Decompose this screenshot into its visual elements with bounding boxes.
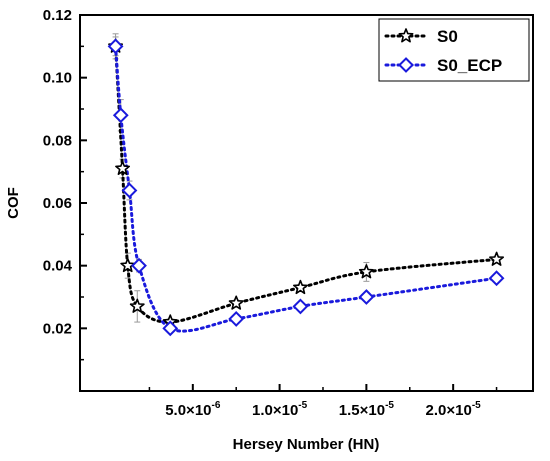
star-marker	[489, 251, 505, 266]
star-marker	[115, 160, 130, 175]
legend-label: S0_ECP	[437, 56, 502, 75]
x-axis-ticks: 5.0×10-6 1.0×10-5 1.5×10-5 2.0×10-5	[148, 384, 498, 419]
x-tick-exponent: -6	[212, 400, 221, 411]
star-marker	[228, 295, 244, 310]
y-tick-label: 0.06	[43, 195, 72, 212]
x-tick-label: 2.0×10-5	[426, 400, 482, 419]
star-marker	[398, 28, 414, 43]
x-tick-label: 1.5×10-5	[339, 400, 395, 419]
legend-label: S0	[437, 27, 458, 46]
x-tick-label: 5.0×10-6	[165, 400, 221, 419]
x-tick-label: 1.0×10-5	[252, 400, 308, 419]
diamond-marker	[292, 298, 309, 315]
diamond-marker	[358, 289, 375, 305]
diamond-marker	[162, 320, 179, 337]
y-axis-ticks: 0.02 0.04 0.06 0.08 0.10 0.12	[43, 7, 87, 361]
series-markers	[107, 38, 505, 337]
diamond-marker	[121, 182, 138, 199]
y-tick-label: 0.02	[43, 320, 72, 337]
x-tick-mantissa: 5.0×10	[165, 402, 211, 419]
series-line	[114, 44, 499, 333]
y-axis-title: COF	[5, 187, 22, 219]
x-tick-exponent: -5	[298, 400, 307, 411]
star-marker	[120, 257, 136, 273]
x-tick-exponent: -5	[472, 400, 481, 411]
x-tick-mantissa: 1.0×10	[252, 402, 298, 419]
y-tick-label: 0.12	[43, 7, 72, 24]
series-lines	[114, 44, 499, 333]
diamond-marker	[488, 270, 505, 287]
diamond-marker	[112, 107, 129, 124]
diamond-marker	[107, 38, 124, 55]
diamond-marker	[228, 311, 245, 327]
x-tick-mantissa: 1.5×10	[339, 402, 385, 419]
diamond-marker	[398, 57, 414, 73]
x-tick-exponent: -5	[385, 400, 394, 411]
x-axis-title: Hersey Number (HN)	[233, 436, 380, 453]
star-marker	[358, 264, 374, 279]
y-tick-label: 0.08	[43, 132, 72, 149]
star-marker	[292, 279, 308, 295]
star-marker	[129, 298, 145, 313]
y-tick-label: 0.04	[43, 258, 73, 275]
diamond-marker	[131, 257, 147, 274]
y-tick-label: 0.10	[43, 70, 72, 87]
series-line	[114, 44, 499, 324]
legend: S0 S0_ECP	[378, 18, 530, 82]
x-tick-mantissa: 2.0×10	[426, 402, 472, 419]
